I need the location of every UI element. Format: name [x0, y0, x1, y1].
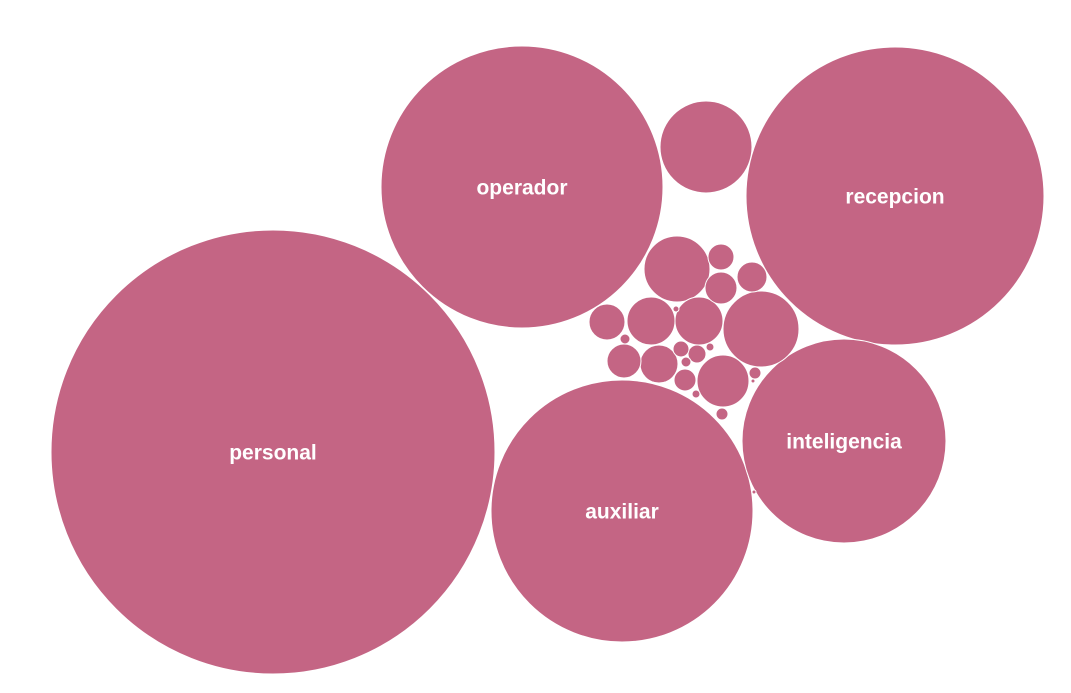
- bubble-12[interactable]: [697, 355, 749, 407]
- bubble-operador[interactable]: [381, 46, 663, 328]
- bubble-inteligencia[interactable]: [742, 339, 946, 543]
- bubble-26[interactable]: [692, 390, 700, 398]
- bubble-personal[interactable]: [51, 230, 495, 674]
- bubble-27[interactable]: [673, 306, 679, 312]
- bubble-20[interactable]: [673, 341, 689, 357]
- bubble-10[interactable]: [627, 297, 675, 345]
- bubble-9[interactable]: [675, 297, 723, 345]
- bubble-11[interactable]: [589, 304, 625, 340]
- bubble-13[interactable]: [640, 345, 678, 383]
- bubble-21[interactable]: [716, 408, 728, 420]
- bubble-16[interactable]: [737, 262, 767, 292]
- bubble-15[interactable]: [705, 272, 737, 304]
- bubble-8[interactable]: [723, 291, 799, 367]
- bubble-29[interactable]: [751, 379, 755, 383]
- bubble-17[interactable]: [708, 244, 734, 270]
- bubble-recepcion[interactable]: [746, 47, 1044, 345]
- bubble-22[interactable]: [749, 367, 761, 379]
- bubble-23[interactable]: [620, 334, 630, 344]
- bubble-24[interactable]: [681, 357, 691, 367]
- bubble-28[interactable]: [752, 490, 756, 494]
- bubble-14[interactable]: [607, 344, 641, 378]
- bubble-7[interactable]: [644, 236, 710, 302]
- bubble-25[interactable]: [706, 343, 714, 351]
- bubble-auxiliar[interactable]: [491, 380, 753, 642]
- bubble-6[interactable]: [660, 101, 752, 193]
- bubble-18[interactable]: [674, 369, 696, 391]
